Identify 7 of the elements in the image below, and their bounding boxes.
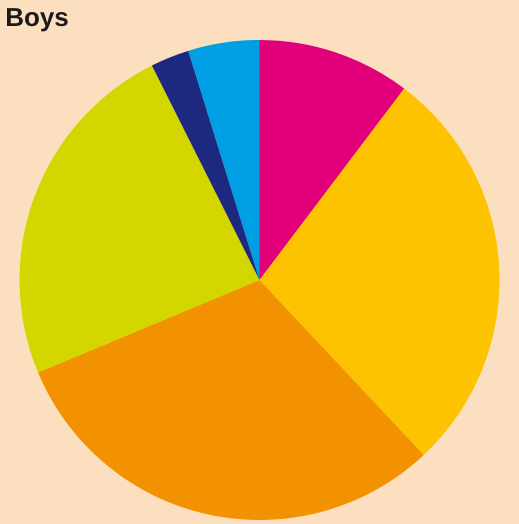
chart-title: Boys (5, 2, 69, 32)
pie-slice (188, 40, 260, 280)
pie-slice (152, 50, 260, 280)
pie-slice (20, 65, 260, 373)
pie-slice (38, 280, 424, 520)
pie-slice (260, 88, 500, 455)
pie-slice (260, 40, 404, 280)
